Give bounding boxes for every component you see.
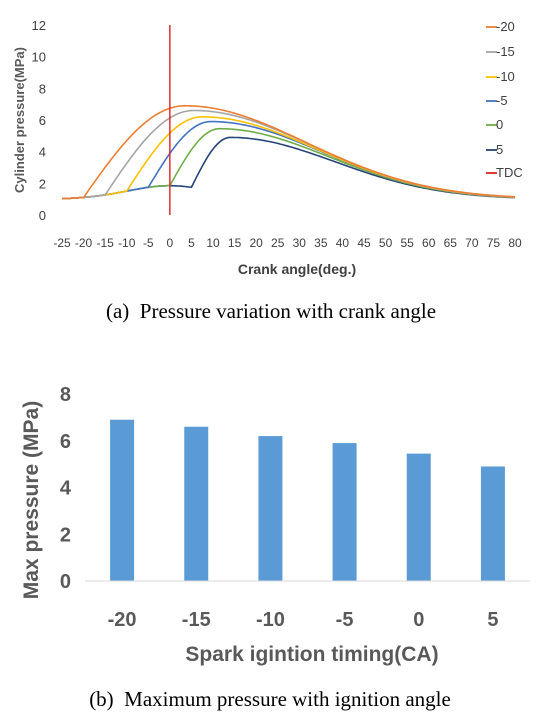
chart-b-ylabel: Max pressure (MPa) xyxy=(20,401,43,599)
chart-a-y-tick-label: 8 xyxy=(39,81,46,96)
max-pressure-bar-chart: 0 2 4 6 8 -20 -15 -10 -5 0 5 Max pressure (MPa) S… xyxy=(20,384,530,711)
chart-b-y-tick-label: 0 xyxy=(60,571,71,593)
chart-b-x-tick-label: -5 xyxy=(336,609,354,631)
chart-a-y-tick-label: 10 xyxy=(32,50,46,65)
legend-label: -20 xyxy=(496,19,515,34)
max-pressure-bar xyxy=(406,453,431,581)
chart-a-y-tick-label: 2 xyxy=(39,176,46,191)
chart-a-x-tick-label: 20 xyxy=(249,236,263,250)
chart-a-x-tick-label: 50 xyxy=(379,236,393,250)
chart-b-xlabel: Spark igintion timing(CA) xyxy=(185,643,438,666)
legend-label: -5 xyxy=(496,93,508,108)
chart-a-x-tick-label: 60 xyxy=(422,236,436,250)
chart-a-ylabel: Cylinder pressure(MPa) xyxy=(12,47,27,193)
legend-label: TDC xyxy=(496,165,523,180)
chart-a-x-tick-label: -20 xyxy=(75,236,93,250)
pressure-curve-line xyxy=(61,127,516,200)
chart-b-caption: (b) Maximum pressure with ignition angle xyxy=(89,687,451,711)
chart-a-x-tick-label: 45 xyxy=(357,236,371,250)
chart-a-x-tick-label: -25 xyxy=(53,236,71,250)
max-pressure-bar xyxy=(332,443,357,581)
chart-b-x-tick-label: -10 xyxy=(256,609,285,631)
chart-a-x-tick-label: 30 xyxy=(293,236,307,250)
chart-a-y-tick-label: 4 xyxy=(39,145,46,160)
chart-b-x-tick-label: -15 xyxy=(182,609,211,631)
legend-label: 5 xyxy=(496,142,503,157)
chart-b-x-tick-label: 5 xyxy=(487,609,498,631)
chart-b-x-tick-label: -20 xyxy=(108,609,137,631)
chart-a-y-tick-label: 6 xyxy=(39,113,46,128)
chart-b-x-tick-label: 0 xyxy=(413,609,424,631)
chart-b-y-tick-label: 4 xyxy=(60,478,72,500)
chart-a-x-tick-label: -5 xyxy=(143,236,154,250)
max-pressure-bar xyxy=(110,419,135,581)
chart-b-y-tick-label: 2 xyxy=(60,524,71,546)
chart-b-y-tick-label: 6 xyxy=(60,431,71,453)
chart-a-x-tick-label: 40 xyxy=(336,236,350,250)
chart-a-y-tick-label: 0 xyxy=(39,208,46,223)
chart-a-xlabel: Crank angle(deg.) xyxy=(238,261,356,277)
chart-a-x-tick-label: 0 xyxy=(167,236,174,250)
chart-a-x-tick-label: 35 xyxy=(314,236,328,250)
chart-a-x-tick-label: 75 xyxy=(487,236,501,250)
max-pressure-bar xyxy=(480,466,505,581)
chart-a-x-tick-label: 15 xyxy=(228,236,242,250)
chart-a-x-tick-label: 25 xyxy=(271,236,285,250)
chart-a-y-tick-label: 12 xyxy=(32,18,46,33)
chart-a-x-tick-label: -15 xyxy=(96,236,114,250)
chart-a-x-tick-label: 10 xyxy=(206,236,220,250)
max-pressure-bar xyxy=(258,436,283,581)
chart-a-x-tick-label: 55 xyxy=(400,236,414,250)
pressure-curve-line xyxy=(61,104,516,200)
chart-a-x-tick-label: 80 xyxy=(508,236,522,250)
legend-label: 0 xyxy=(496,117,503,132)
legend-label: -10 xyxy=(496,69,515,84)
chart-a-x-tick-label: 65 xyxy=(444,236,458,250)
chart-a-caption: (a) Pressure variation with crank angle xyxy=(106,299,436,323)
chart-a-x-tick-label: 5 xyxy=(188,236,195,250)
chart-a-x-tick-label: 70 xyxy=(465,236,479,250)
max-pressure-bar xyxy=(184,426,209,581)
chart-b-y-tick-label: 8 xyxy=(60,384,71,406)
legend-label: -15 xyxy=(496,44,515,59)
chart-a-x-tick-label: -10 xyxy=(118,236,136,250)
